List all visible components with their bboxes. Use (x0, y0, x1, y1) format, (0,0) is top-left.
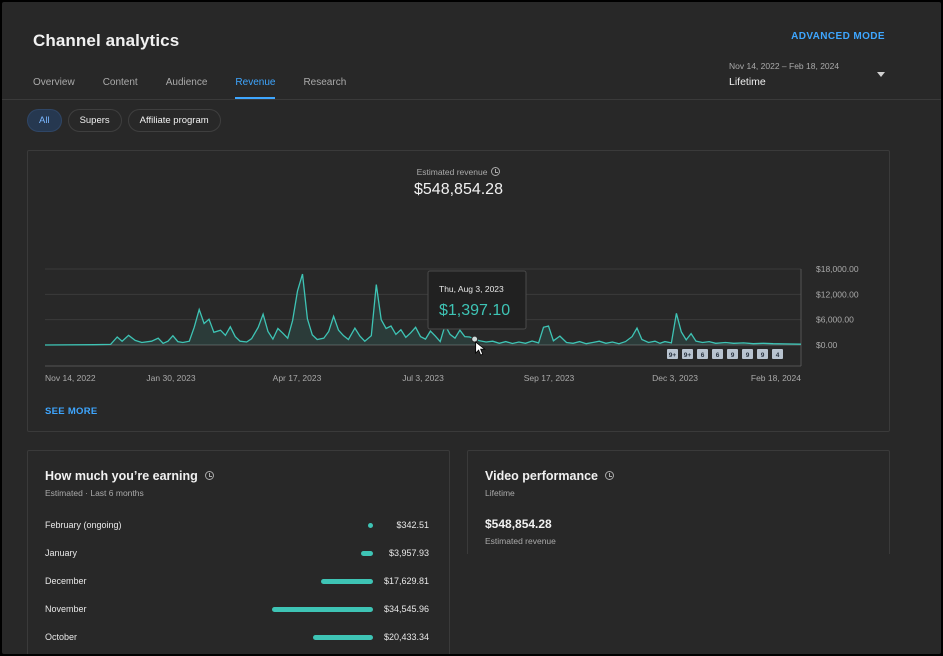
clock-icon[interactable] (204, 471, 214, 480)
clock-icon[interactable] (491, 167, 501, 176)
revenue-card: Estimated revenue $548,854.28 $0.00 $6,00… (27, 150, 890, 432)
chip-affiliate-program[interactable]: Affiliate program (127, 109, 221, 132)
earnings-month: February (ongoing) (45, 520, 122, 530)
tab-revenue[interactable]: Revenue (235, 77, 276, 100)
event-marker[interactable] (757, 349, 768, 359)
earnings-bar (361, 551, 373, 556)
header-divider (2, 99, 941, 100)
x-tick-label: Nov 14, 2022 (45, 373, 96, 383)
earnings-title: How much you’re earning (45, 469, 214, 483)
event-marker[interactable] (682, 349, 693, 359)
x-tick-label: Jan 30, 2023 (146, 373, 195, 383)
clock-icon[interactable] (605, 471, 615, 480)
earnings-amount: $342.51 (396, 520, 429, 530)
x-tick-label: Jul 3, 2023 (402, 373, 444, 383)
earnings-card: How much you’re earning Estimated · Last… (27, 450, 450, 654)
tab-research[interactable]: Research (303, 77, 347, 88)
date-range-selector[interactable]: Nov 14, 2022 – Feb 18, 2024 Lifetime (729, 61, 889, 88)
loading-area (467, 554, 892, 654)
chip-all[interactable]: All (27, 109, 62, 132)
gutter (451, 554, 467, 654)
event-marker[interactable] (697, 349, 708, 359)
earnings-month: January (45, 548, 78, 558)
earnings-amount: $34,545.96 (383, 604, 429, 614)
revenue-label: Estimated revenue (28, 167, 889, 177)
see-more-link[interactable]: SEE MORE (45, 406, 98, 417)
caret-down-icon (877, 72, 885, 77)
earnings-amount: $3,957.93 (388, 548, 429, 558)
y-tick-label: $6,000.00 (816, 315, 854, 325)
x-tick-label: Dec 3, 2023 (652, 373, 698, 383)
earnings-title-text: How much you’re earning (45, 469, 198, 483)
earnings-row: February (ongoing) $342.51 (45, 519, 429, 533)
chart-tooltip: Thu, Aug 3, 2023 $1,397.10 (427, 270, 527, 330)
earnings-amount: $17,629.81 (383, 576, 429, 586)
x-tick-label: Feb 18, 2024 (751, 373, 801, 383)
revenue-chart[interactable]: $0.00 $6,000.00 $12,000.00 $18,000.00 Nov 1… (28, 151, 889, 391)
y-tick-label: $12,000.00 (816, 289, 859, 299)
mouse-cursor-icon (475, 341, 486, 356)
filter-chips: All Supers Affiliate program (27, 109, 221, 132)
earnings-subtitle: Estimated · Last 6 months (45, 488, 144, 498)
video-performance-value: $548,854.28 (485, 517, 552, 531)
x-tick-label: Sep 17, 2023 (524, 373, 575, 383)
event-marker-label: 9+ (684, 352, 692, 359)
earnings-month: December (45, 576, 87, 586)
tooltip-date: Thu, Aug 3, 2023 (439, 284, 504, 294)
event-marker-label: 9 (731, 352, 735, 359)
chip-supers[interactable]: Supers (67, 109, 122, 132)
event-marker-label: 6 (701, 352, 705, 359)
event-marker-label: 4 (776, 352, 780, 359)
earnings-row: December $17,629.81 (45, 575, 429, 589)
earnings-bar (321, 579, 373, 584)
earnings-amount: $20,433.34 (383, 632, 429, 642)
earnings-month: October (45, 632, 78, 642)
event-marker-label: 9+ (669, 352, 677, 359)
event-marker[interactable] (727, 349, 738, 359)
tab-bar: Overview Content Audience Revenue Resear… (33, 77, 374, 100)
revenue-label-text: Estimated revenue (416, 167, 488, 177)
tab-audience[interactable]: Audience (165, 77, 208, 88)
revenue-line (44, 273, 802, 346)
earnings-month: November (45, 604, 87, 614)
event-marker[interactable] (667, 349, 678, 359)
date-range-dates: Nov 14, 2022 – Feb 18, 2024 (729, 61, 840, 71)
revenue-total: $548,854.28 (414, 181, 503, 198)
event-marker[interactable] (712, 349, 723, 359)
earnings-row: October $20,433.34 (45, 631, 429, 645)
tab-content[interactable]: Content (102, 77, 138, 88)
earnings-bar (368, 523, 373, 528)
video-performance-title: Video performance (485, 469, 615, 483)
earnings-bar (313, 635, 373, 640)
event-marker[interactable] (742, 349, 753, 359)
earnings-row: January $3,957.93 (45, 547, 429, 561)
event-marker[interactable] (772, 349, 783, 359)
tab-overview[interactable]: Overview (33, 77, 75, 88)
video-performance-value-label: Estimated revenue (485, 536, 556, 546)
video-performance-subtitle: Lifetime (485, 488, 515, 498)
event-marker-label: 9 (761, 352, 765, 359)
revenue-area (45, 274, 801, 345)
y-tick-label: $18,000.00 (816, 264, 859, 274)
date-range-label: Lifetime (729, 76, 766, 88)
advanced-mode-button[interactable]: ADVANCED MODE (791, 31, 885, 42)
x-tick-label: Apr 17, 2023 (273, 373, 322, 383)
tooltip-value: $1,397.10 (439, 302, 510, 319)
earnings-row: November $34,545.96 (45, 603, 429, 617)
page-title: Channel analytics (33, 31, 180, 50)
event-marker-label: 6 (716, 352, 720, 359)
tooltip-box (427, 270, 527, 330)
earnings-bar (272, 607, 373, 612)
event-marker-label: 9 (746, 352, 750, 359)
hover-point (471, 335, 479, 343)
video-performance-title-text: Video performance (485, 469, 599, 483)
y-tick-label: $0.00 (816, 340, 838, 350)
